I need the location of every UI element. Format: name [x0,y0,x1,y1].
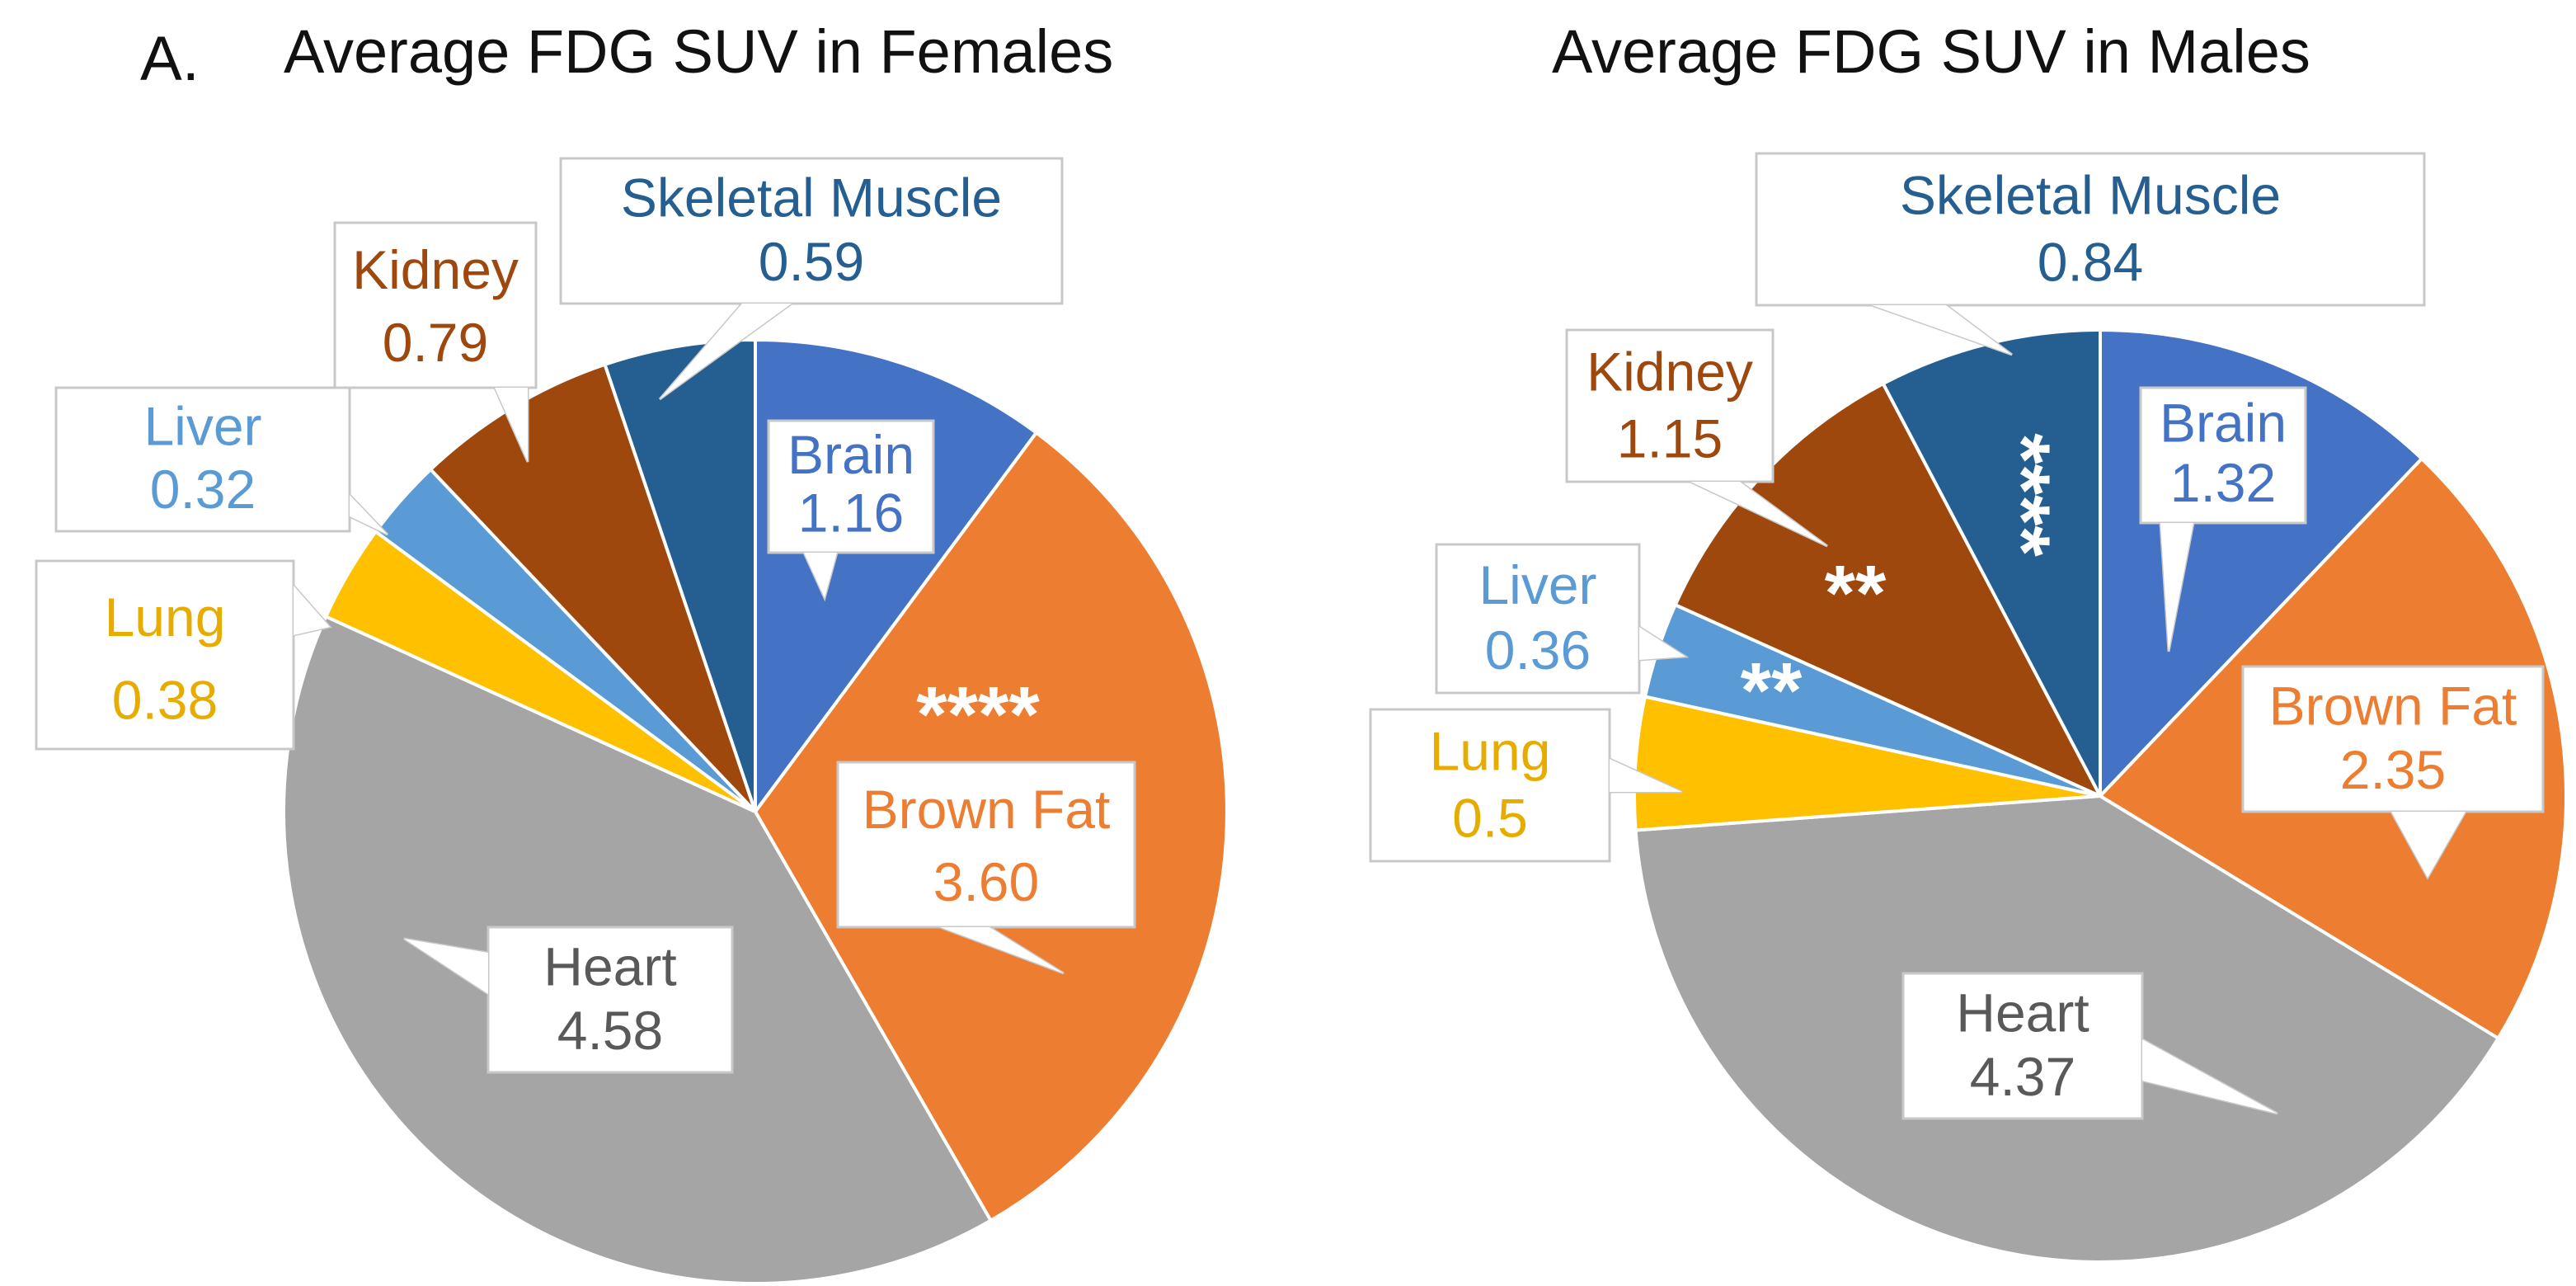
slice-label-skeletal-muscle: Skeletal Muscle [1900,165,2281,226]
callout-pointer-fill [2142,1039,2278,1114]
slice-value-brown-fat: 2.35 [2340,739,2446,800]
significance-stars-skeletal-muscle: **** [1978,433,2066,557]
callout-box [1435,543,1641,695]
callout-pointer-fill [1639,627,1685,660]
callout-pointer-fill [350,495,388,535]
slice-label-heart: Heart [1956,982,2089,1043]
significance-stars-liver: ** [1741,647,1803,735]
callout-box [1369,708,1611,863]
callout-box [2241,665,2545,813]
slice-value-brain: 1.16 [798,482,904,543]
callout-pointer-fill [495,388,528,462]
callout-pointer-fill [1610,759,1682,792]
slice-label-skeletal-muscle: Skeletal Muscle [621,167,1002,228]
slice-label-liver: Liver [143,396,261,457]
significance-stars-brown-fat: **** [916,671,1040,759]
slice-value-kidney: 0.79 [383,312,488,373]
slice-value-brain: 1.32 [2170,452,2276,513]
slice-value-heart: 4.58 [557,1000,663,1061]
callout-pointer-fill [660,304,792,399]
callout-box [1565,328,1775,483]
slice-value-skeletal-muscle: 0.59 [759,231,864,292]
callout-pointer-fill [294,586,330,635]
callout-box [2139,386,2307,525]
callout-pointer-fill [2391,812,2466,878]
callout-pointer-fill [804,553,837,598]
callout-box [54,386,351,533]
callout-box [836,761,1136,929]
callout-box [487,926,734,1074]
panel-label: A. [140,24,200,94]
slice-label-heart: Heart [543,935,676,996]
callout-box [1901,972,2144,1120]
callout-pointer-fill [1872,305,2012,355]
significance-stars-kidney: ** [1825,549,1887,638]
callout-pointer-fill [2160,523,2193,652]
slice-label-lung: Lung [105,586,226,648]
chart-title-males: Average FDG SUV in Males [1552,17,2310,86]
slice-label-brown-fat: Brown Fat [2269,675,2517,736]
callout-pointer-fill [940,927,1064,973]
callout-box [1755,152,2426,307]
callout-pointer-fill [404,939,488,994]
pie-slice-lung [1633,695,2101,832]
slice-value-brown-fat: 3.60 [933,851,1039,912]
slice-label-kidney: Kidney [1586,342,1753,403]
slice-value-skeletal-muscle: 0.84 [2038,232,2143,293]
slice-value-lung: 0.5 [1452,788,1528,849]
slice-value-kidney: 1.15 [1617,408,1723,469]
callout-brown-fat: Brown Fat 3.60 [836,761,1136,975]
callout-pointer-fill [1690,482,1827,546]
slice-label-kidney: Kidney [352,239,519,300]
callout-box [559,157,1064,305]
callout-box [333,221,538,389]
slice-label-lung: Lung [1430,721,1551,782]
slice-value-lung: 0.38 [112,670,218,731]
slice-value-liver: 0.36 [1485,619,1591,681]
callout-lung: Lung 0.38 [35,559,332,751]
slice-label-brown-fat: Brown Fat [863,779,1111,840]
callout-box [35,559,295,751]
callout-kidney: Kidney 0.79 [333,221,538,463]
slice-label-brain: Brain [787,424,914,485]
callout-box [767,419,935,554]
pie-slice-skeletal-muscle [603,337,757,813]
slice-label-liver: Liver [1478,554,1596,615]
slice-value-liver: 0.32 [150,459,256,520]
chart-title-females: Average FDG SUV in Females [284,17,1114,86]
slice-value-heart: 4.37 [1970,1046,2075,1107]
slice-label-brain: Brain [2160,393,2287,454]
